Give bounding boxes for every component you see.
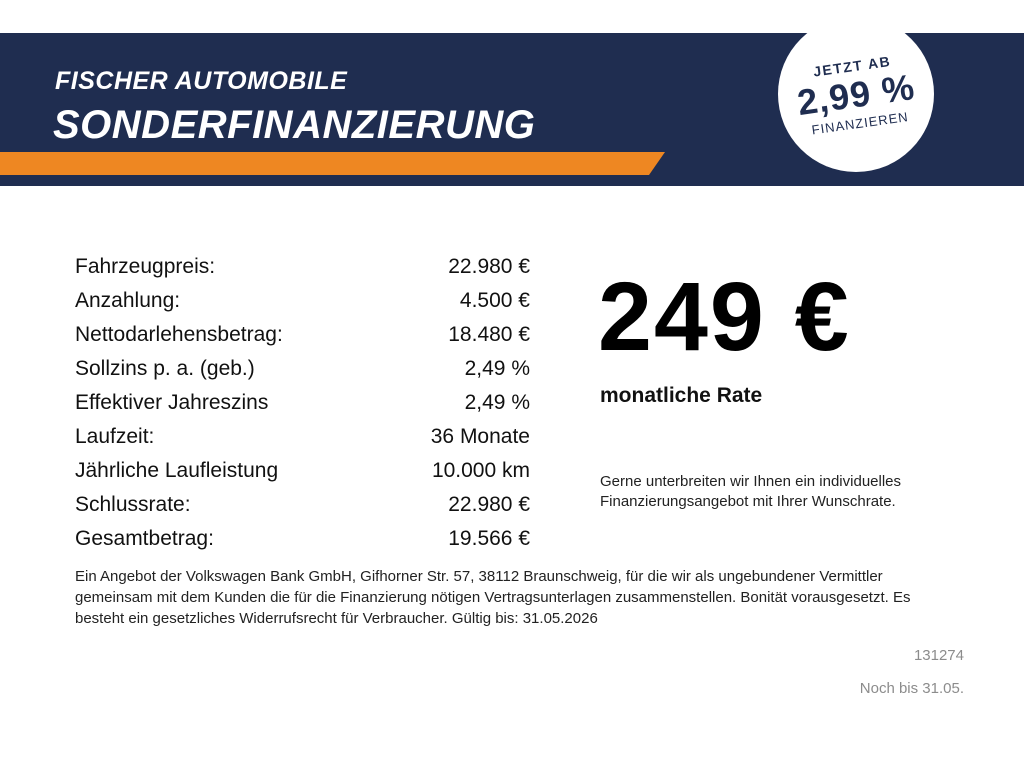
detail-label: Gesamtbetrag: [75,527,214,550]
footer-meta: 131274 Noch bis 31.05. [860,647,964,697]
finance-detail-row: Jährliche Laufleistung 10.000 km [75,454,530,488]
offer-note: Gerne unterbreiten wir Ihnen ein individ… [600,473,902,511]
finance-detail-row: Sollzins p. a. (geb.) 2,49 % [75,352,530,386]
rate-badge-content: JETZT AB 2,99 % FINANZIEREN [792,50,919,139]
detail-label: Anzahlung: [75,289,181,312]
detail-value: 2,49 % [464,391,530,414]
accent-bar [0,152,665,175]
detail-value: 22.980 € [448,493,530,516]
finance-detail-row: Fahrzeugpreis: 22.980 € [75,250,530,284]
detail-label: Schlussrate: [75,493,191,516]
finance-details-table: Fahrzeugpreis: 22.980 € Anzahlung: 4.500… [75,250,530,556]
monthly-rate-caption: monatliche Rate [600,384,763,407]
finance-detail-row: Nettodarlehensbetrag: 18.480 € [75,318,530,352]
finance-detail-row: Schlussrate: 22.980 € [75,488,530,522]
detail-label: Jährliche Laufleistung [75,459,279,482]
detail-label: Effektiver Jahreszins [75,391,269,414]
finance-detail-row: Anzahlung: 4.500 € [75,284,530,318]
detail-value: 22.980 € [448,255,530,278]
detail-value: 36 Monate [430,425,530,448]
monthly-rate-amount: 249 € [598,262,851,371]
valid-until: Noch bis 31.05. [859,680,964,697]
brand-name: FISCHER AUTOMOBILE [55,67,348,95]
finance-detail-row: Laufzeit: 36 Monate [75,420,530,454]
rate-badge: JETZT AB 2,99 % FINANZIEREN [778,16,934,172]
detail-value: 2,49 % [464,357,530,380]
detail-label: Fahrzeugpreis: [75,255,216,278]
detail-value: 18.480 € [448,323,530,346]
legal-disclaimer: Ein Angebot der Volkswagen Bank GmbH, Gi… [75,568,911,627]
campaign-title: SONDERFINANZIERUNG [53,103,536,147]
detail-value: 19.566 € [448,527,530,550]
detail-label: Sollzins p. a. (geb.) [75,357,255,380]
finance-detail-row: Gesamtbetrag: 19.566 € [75,522,530,556]
detail-value: 10.000 km [431,459,530,482]
finance-detail-row: Effektiver Jahreszins 2,49 % [75,386,530,420]
detail-label: Nettodarlehensbetrag: [75,323,283,346]
detail-value: 4.500 € [459,289,530,312]
detail-label: Laufzeit: [75,425,155,448]
offer-id: 131274 [913,647,964,664]
